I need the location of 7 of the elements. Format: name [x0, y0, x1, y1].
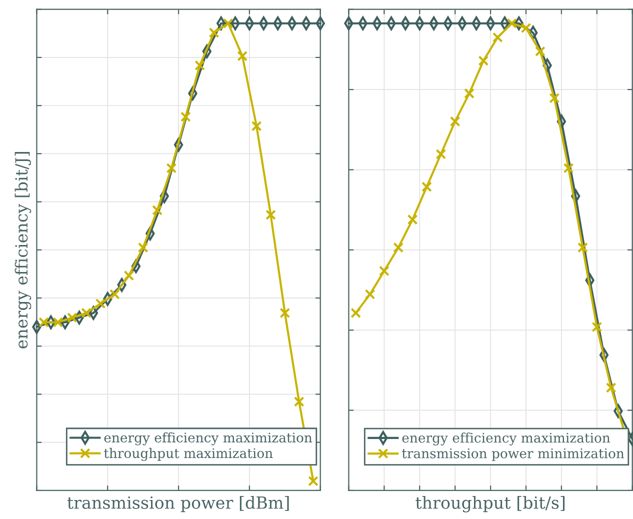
x-axis-title: throughput [bit/s]: [416, 496, 565, 512]
y-axis-title: energy efficiency [bit/J]: [14, 152, 32, 348]
legend-label: energy efficiency maximization: [104, 432, 312, 446]
legend-label: transmission power minimization: [402, 448, 624, 461]
legend-label: energy efficiency maximization: [402, 432, 610, 446]
legend-label: throughput maximization: [104, 448, 273, 461]
x-axis-title: transmission power [dBm]: [67, 496, 289, 512]
